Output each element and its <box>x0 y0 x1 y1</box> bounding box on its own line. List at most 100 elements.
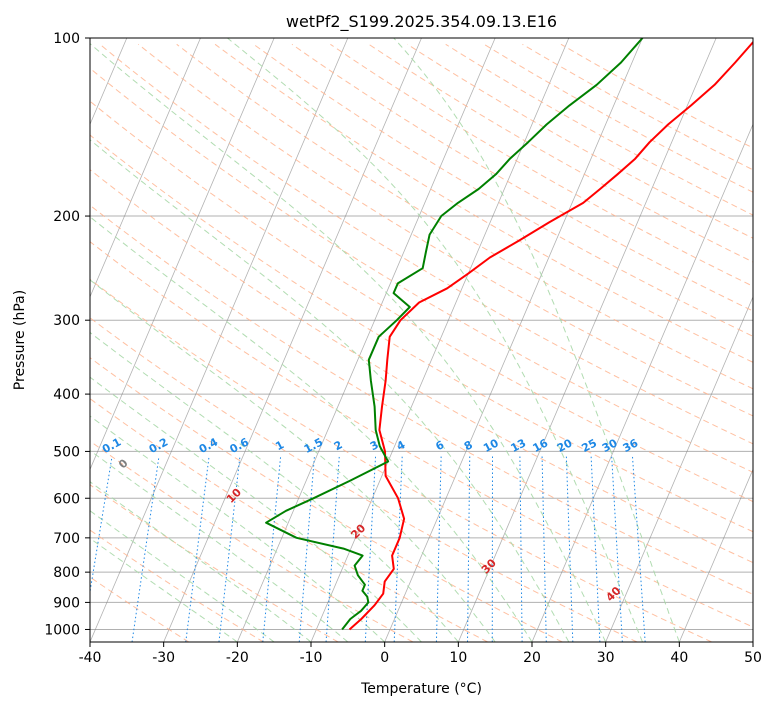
mixing-ratio-line <box>435 456 442 642</box>
mixing-ratio-line <box>393 456 403 642</box>
x-tick-label: -10 <box>300 650 323 666</box>
x-tick-label: 40 <box>670 650 688 666</box>
mixing-ratio-label: 20 <box>555 436 575 455</box>
x-tick-label: 0 <box>380 650 389 666</box>
dry-adiabat-label: 30 <box>479 556 499 576</box>
mixing-ratio-line <box>185 456 210 642</box>
moist-adiabat-line <box>90 331 459 642</box>
dry-adiabat-line <box>90 100 753 503</box>
mixing-ratio-label: 10 <box>481 436 501 455</box>
mixing-ratio-line <box>541 456 547 642</box>
dry-adiabat-line <box>445 43 753 216</box>
moist-adiabat-line <box>90 537 238 642</box>
mixing-ratio-line <box>298 456 315 642</box>
moist-adiabat-line <box>90 216 533 642</box>
moist-adiabat-line <box>90 42 607 642</box>
y-tick-label: 200 <box>53 209 80 225</box>
dry-adiabat-line <box>90 204 753 595</box>
mixing-ratio-label: 16 <box>531 436 551 455</box>
dry-adiabat-line <box>90 398 488 642</box>
dry-adiabat-line <box>137 43 753 417</box>
mixing-ratio-label: 13 <box>509 436 529 455</box>
x-tick-label: -30 <box>152 650 175 666</box>
mixing-ratio-line <box>364 456 377 642</box>
mixing-ratio-label: 0.6 <box>228 435 252 456</box>
dry-adiabat-line <box>176 43 753 390</box>
mixing-ratio-label: 1.5 <box>302 435 325 456</box>
mixing-ratio-label: 30 <box>600 436 620 455</box>
moist-adiabat-line <box>90 376 422 642</box>
y-tick-label: 600 <box>53 491 80 507</box>
mixing-ratio-label: 0.4 <box>197 435 221 456</box>
dry-adiabat-line <box>90 241 753 628</box>
y-tick-label: 400 <box>53 387 80 403</box>
dry-adiabat-label: 40 <box>603 584 623 604</box>
mixing-ratio-line <box>90 456 113 595</box>
mixing-ratio-line <box>262 456 282 642</box>
mixing-ratio-line <box>565 456 574 642</box>
y-axis: 100 200 300 400 500 600 700 800 900 1000 <box>44 31 90 638</box>
y-tick-label: 1000 <box>44 622 80 638</box>
isotherm-line <box>90 38 349 642</box>
y-tick-label: 800 <box>53 565 80 581</box>
dry-adiabat-line <box>90 529 264 642</box>
mixing-ratio-lines <box>90 456 646 642</box>
y-tick-label: 300 <box>53 313 80 329</box>
y-axis-label: Pressure (hPa) <box>12 290 28 390</box>
mixing-ratio-line <box>631 456 646 642</box>
dry-adiabat-line <box>253 43 753 337</box>
mixing-ratio-line <box>590 456 601 642</box>
dry-adiabats <box>90 43 753 642</box>
moist-adiabat-line <box>90 415 386 642</box>
dry-adiabat-line <box>90 278 712 642</box>
plot-frame <box>89 37 754 643</box>
x-tick-label: -20 <box>226 650 249 666</box>
x-axis-label: Temperature (°C) <box>360 681 482 697</box>
mixing-ratio-line <box>519 456 523 642</box>
moist-adiabats <box>90 38 680 642</box>
dewpoint-line <box>265 38 644 631</box>
x-tick-label: 30 <box>597 650 615 666</box>
profile-series <box>265 38 753 631</box>
y-tick-label: 100 <box>53 31 80 47</box>
moist-adiabat-line <box>90 481 312 642</box>
isotherm-line <box>384 38 643 642</box>
dry-adiabat-line <box>90 484 339 642</box>
dry-adiabat-line <box>90 576 190 642</box>
dry-adiabat-label: 0 <box>116 456 131 471</box>
moist-adiabat-line <box>90 139 570 642</box>
isotherm-line <box>163 38 422 642</box>
dry-adiabat-line <box>99 43 753 445</box>
x-axis: -40 -30 -20 -10 0 10 20 30 40 50 <box>79 642 762 666</box>
dry-adiabat-label: 20 <box>348 521 368 541</box>
mixing-ratio-line <box>131 456 160 642</box>
isotherm-line <box>678 468 753 642</box>
y-tick-label: 700 <box>53 531 80 547</box>
x-tick-label: -40 <box>79 650 102 666</box>
y-tick-label: 900 <box>53 595 80 611</box>
isotherm-line <box>236 38 496 642</box>
line-labels: 0.10.20.40.611.52346810131620253036-100-… <box>100 435 641 604</box>
mixing-ratio-line <box>611 456 623 642</box>
isotherm-line <box>457 38 717 642</box>
temperature-line <box>348 40 753 631</box>
mixing-ratio-label: 36 <box>621 436 641 455</box>
dry-adiabat-line <box>90 357 563 642</box>
dry-adiabat-line <box>522 43 753 171</box>
dry-adiabat-line <box>407 43 753 239</box>
dry-adiabat-line <box>90 134 753 533</box>
x-tick-label: 20 <box>523 650 541 666</box>
isotherm-line <box>90 38 201 298</box>
dry-adiabat-line <box>483 43 753 193</box>
moist-adiabat-line <box>393 38 680 642</box>
x-tick-label: 50 <box>744 650 762 666</box>
isotherm-line <box>752 640 753 642</box>
isotherm-line <box>90 38 275 471</box>
dry-adiabat-line <box>291 43 753 312</box>
dry-adiabat-line <box>214 43 753 363</box>
dry-adiabat-line <box>90 67 753 473</box>
moist-adiabat-line <box>90 510 275 642</box>
y-tick-label: 500 <box>53 444 80 460</box>
moist-adiabat-line <box>90 279 496 642</box>
